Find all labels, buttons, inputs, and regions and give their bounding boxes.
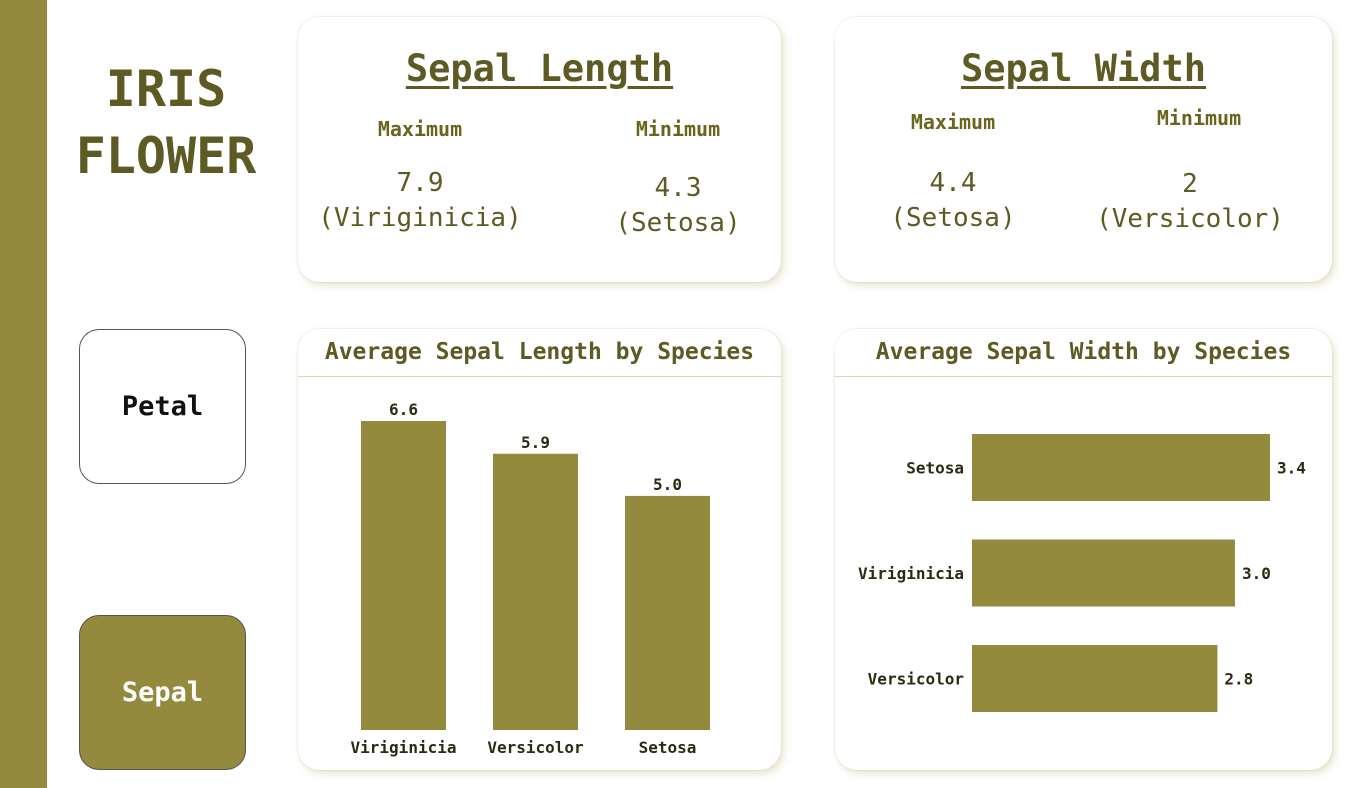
data-label: 6.6 (389, 400, 418, 419)
category-label: Setosa (639, 738, 697, 757)
avg-sepal-width-card: Average Sepal Width by Species Setosa 3.4… (835, 329, 1332, 770)
avg-sepal-length-title: Average Sepal Length by Species (324, 339, 755, 365)
bar-viriginicia (972, 539, 1235, 607)
sepal-width-min-number: 2 (1182, 169, 1198, 199)
petal-button[interactable]: Petal (79, 329, 246, 484)
avg-sepal-width-title: Average Sepal Width by Species (875, 339, 1292, 365)
category-label: Versicolor (868, 670, 964, 689)
sepal-length-max-species: (Viriginicia) (318, 203, 522, 233)
sepal-length-min-label: Minimum (635, 117, 721, 141)
sepal-length-min-value: 4.3 (Setosa) (558, 171, 798, 241)
bar-versicolor (972, 645, 1218, 712)
category-label: Setosa (906, 459, 964, 478)
left-accent-bar (0, 0, 47, 788)
sepal-length-max-number: 7.9 (396, 168, 444, 198)
sepal-button[interactable]: Sepal (79, 615, 246, 770)
sepal-width-min-species: (Versicolor) (1096, 204, 1284, 234)
data-label: 3.0 (1242, 564, 1271, 583)
avg-sepal-width-chart: Setosa 3.4 Viriginicia 3.0 Versicolor 2.8 (858, 434, 1306, 712)
bar-setosa (625, 495, 710, 730)
sepal-width-title: Sepal Width (960, 47, 1207, 90)
category-label: Versicolor (487, 738, 583, 757)
bar-versicolor (493, 453, 578, 730)
avg-sepal-length-card: Average Sepal Length by Species 6.6 Virig… (298, 329, 781, 770)
sepal-length-title: Sepal Length (405, 47, 674, 90)
avg-sepal-width-divider (835, 376, 1332, 377)
data-label: 3.4 (1277, 459, 1306, 478)
avg-sepal-length-divider (298, 376, 781, 377)
title-line-2: FLOWER (75, 127, 257, 185)
title-line-1: IRIS (105, 60, 227, 118)
bar-setosa (972, 434, 1270, 501)
category-label: Viriginicia (858, 564, 964, 583)
data-label: 5.0 (653, 475, 682, 494)
sepal-width-min-value: 2 (Versicolor) (1070, 167, 1310, 237)
bar-viriginicia (361, 421, 446, 730)
sepal-length-card: Sepal Length Maximum Minimum 7.9 (Virigi… (298, 17, 781, 282)
data-label: 5.9 (521, 433, 550, 452)
sepal-length-max-value: 7.9 (Viriginicia) (300, 166, 540, 236)
sepal-width-max-value: 4.4 (Setosa) (835, 166, 1071, 236)
category-label: Viriginicia (351, 738, 457, 757)
sepal-length-min-number: 4.3 (654, 173, 702, 203)
avg-sepal-length-chart: 6.6 Viriginicia 5.9 Versicolor 5.0 Setosa (351, 400, 710, 757)
dashboard-title: IRIS FLOWER (60, 56, 272, 190)
sepal-width-min-label: Minimum (1156, 106, 1242, 130)
sepal-width-card: Sepal Width Maximum Minimum 4.4 (Setosa)… (835, 17, 1332, 282)
sepal-width-max-number: 4.4 (929, 168, 977, 198)
sepal-length-max-label: Maximum (377, 117, 463, 141)
sepal-width-max-label: Maximum (910, 110, 996, 134)
sepal-width-max-species: (Setosa) (890, 203, 1016, 233)
data-label: 2.8 (1224, 670, 1253, 689)
sepal-length-min-species: (Setosa) (615, 208, 741, 238)
